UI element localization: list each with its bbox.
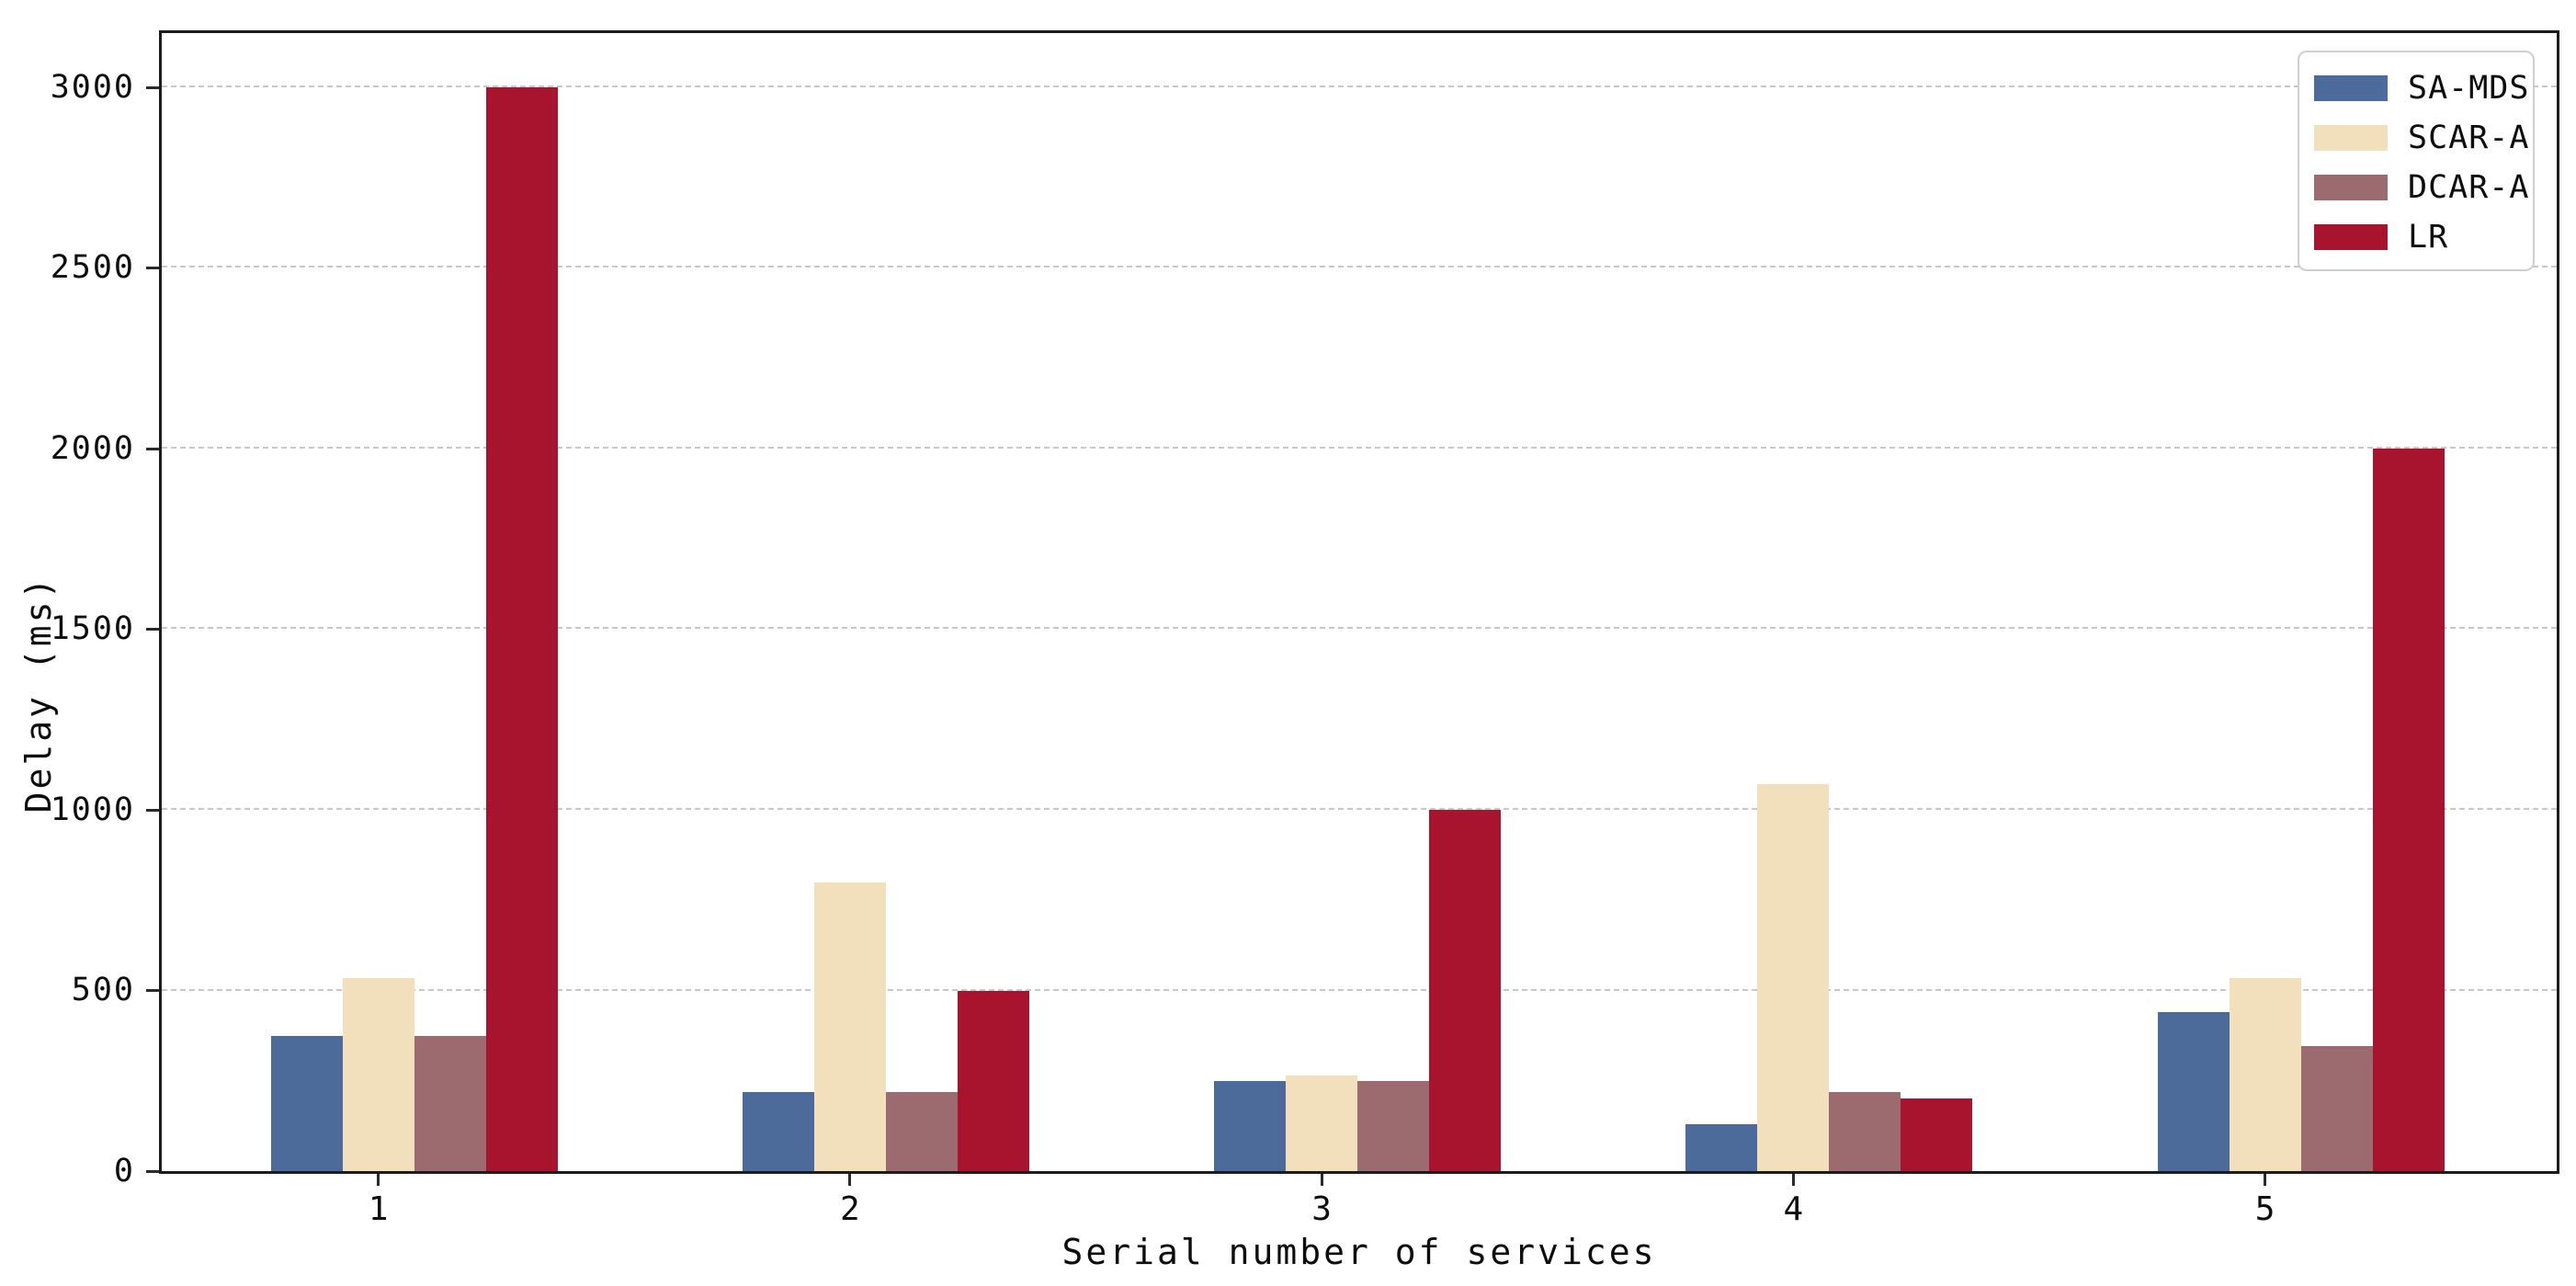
x-tick-label-3: 3 [1311, 1190, 1332, 1228]
y-tick-label-1500: 1500 [50, 610, 135, 648]
y-tick-mark-2500 [146, 267, 159, 270]
gridline-y-3000 [162, 85, 2557, 87]
bar-SCAR-A-group-3 [1286, 1075, 1358, 1171]
legend-item-DCAR-A: DCAR-A [2314, 163, 2528, 212]
x-axis-title: Serial number of services [1061, 1232, 1657, 1272]
y-tick-label-0: 0 [113, 1153, 135, 1189]
legend-label-LR: LR [2408, 219, 2449, 256]
legend-swatch-SA-MDS [2314, 75, 2388, 101]
y-tick-label-3000: 3000 [50, 68, 135, 106]
x-tick-label-1: 1 [368, 1190, 389, 1228]
y-tick-label-500: 500 [71, 972, 135, 1009]
bar-SA-MDS-group-1 [270, 1035, 343, 1171]
y-axis-title: Delay (ms) [18, 575, 59, 814]
x-tick-label-2: 2 [839, 1190, 860, 1228]
bar-DCAR-A-group-5 [2300, 1046, 2373, 1171]
bar-LR-group-3 [1429, 809, 1502, 1171]
x-tick-mark-5 [2264, 1174, 2267, 1186]
bar-LR-group-5 [2372, 448, 2445, 1171]
legend-swatch-LR [2314, 224, 2388, 250]
bar-SCAR-A-group-4 [1757, 784, 1830, 1171]
y-tick-mark-3000 [146, 85, 159, 89]
x-tick-mark-4 [1791, 1174, 1795, 1186]
legend-label-SA-MDS: SA-MDS [2408, 70, 2530, 107]
legend-item-SCAR-A: SCAR-A [2314, 113, 2528, 163]
legend-label-SCAR-A: SCAR-A [2408, 119, 2530, 156]
legend-item-LR: LR [2314, 212, 2524, 262]
y-tick-mark-1500 [146, 628, 159, 632]
y-tick-label-1000: 1000 [50, 791, 135, 828]
legend-swatch-DCAR-A [2314, 175, 2388, 200]
legend-swatch-SCAR-A [2314, 125, 2388, 151]
gridline-y-2500 [162, 266, 2557, 268]
bar-SCAR-A-group-5 [2229, 977, 2301, 1171]
x-tick-mark-3 [1320, 1174, 1323, 1186]
bar-LR-group-4 [1901, 1098, 1973, 1171]
y-tick-mark-1000 [146, 808, 159, 812]
bar-SCAR-A-group-1 [342, 977, 414, 1171]
legend-label-DCAR-A: DCAR-A [2408, 169, 2530, 206]
gridline-y-1000 [162, 807, 2557, 810]
gridline-y-2000 [162, 446, 2557, 449]
x-tick-mark-2 [848, 1174, 852, 1186]
y-tick-mark-500 [146, 989, 159, 993]
y-tick-label-2000: 2000 [50, 429, 135, 467]
bar-SA-MDS-group-2 [742, 1091, 814, 1171]
x-tick-mark-1 [377, 1174, 380, 1186]
y-tick-mark-0 [146, 1170, 159, 1173]
plot-area: SA-MDS SCAR-A DCAR-A LR [159, 30, 2559, 1174]
bar-SA-MDS-group-4 [1685, 1123, 1758, 1171]
x-tick-label-5: 5 [2254, 1190, 2275, 1228]
legend: SA-MDS SCAR-A DCAR-A LR [2298, 51, 2535, 271]
bar-DCAR-A-group-2 [885, 1091, 958, 1171]
bar-SCAR-A-group-2 [813, 882, 886, 1171]
gridline-y-1500 [162, 627, 2557, 630]
gridline-y-500 [162, 988, 2557, 991]
bar-LR-group-1 [485, 86, 558, 1171]
bar-SA-MDS-group-5 [2157, 1012, 2230, 1171]
bar-DCAR-A-group-1 [414, 1035, 486, 1171]
bar-SA-MDS-group-3 [1214, 1080, 1287, 1171]
y-tick-label-2500: 2500 [50, 249, 135, 287]
x-tick-label-4: 4 [1783, 1190, 1804, 1228]
legend-item-SA-MDS: SA-MDS [2314, 63, 2528, 113]
y-tick-mark-2000 [146, 447, 159, 450]
bar-DCAR-A-group-3 [1357, 1080, 1430, 1171]
bar-DCAR-A-group-4 [1829, 1091, 1901, 1171]
bar-LR-group-2 [957, 990, 1029, 1171]
